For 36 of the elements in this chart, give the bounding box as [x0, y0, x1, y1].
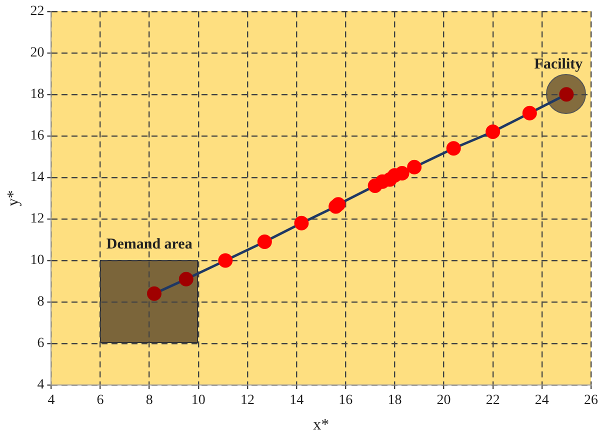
- y-tick-label: 22: [30, 4, 44, 20]
- y-tick-label: 4: [37, 378, 44, 393]
- point: [522, 106, 537, 120]
- point: [486, 124, 500, 140]
- y-tick-label: 8: [37, 294, 44, 310]
- y-tick-label: 10: [30, 253, 44, 268]
- y-tick-label: 20: [30, 46, 44, 61]
- point: [147, 286, 162, 301]
- point: [294, 216, 309, 230]
- y-axis-title: y*: [4, 190, 22, 206]
- x-tick-label: 14: [290, 393, 304, 408]
- annotation: Demand area: [106, 236, 193, 252]
- x-tick-label: 16: [338, 393, 353, 408]
- point: [218, 253, 233, 268]
- x-tick-label: 24: [534, 393, 549, 408]
- point: [446, 141, 461, 156]
- point: [394, 166, 410, 181]
- x-tick-label: 12: [240, 393, 254, 408]
- x-tick-label: 10: [191, 393, 206, 408]
- x-axis-title: x*: [313, 416, 330, 434]
- point: [178, 272, 194, 286]
- y-tick-label: 14: [30, 170, 44, 186]
- x-tick-label: 26: [584, 393, 598, 408]
- point: [407, 160, 422, 174]
- x-tick-label: 8: [146, 393, 153, 408]
- y-tick-label: 6: [37, 336, 44, 352]
- x-tick-label: 6: [96, 393, 104, 408]
- x-tick-label: 22: [486, 393, 500, 408]
- annotation: Facility: [534, 56, 584, 72]
- y-tick-label: 12: [30, 212, 44, 227]
- y-tick-label: 18: [30, 87, 44, 102]
- y-tick-label: 16: [30, 128, 44, 144]
- point: [257, 234, 272, 250]
- x-tick-label: 20: [436, 393, 451, 408]
- x-tick-label: 4: [48, 393, 55, 408]
- x-tick-label: 18: [388, 393, 402, 408]
